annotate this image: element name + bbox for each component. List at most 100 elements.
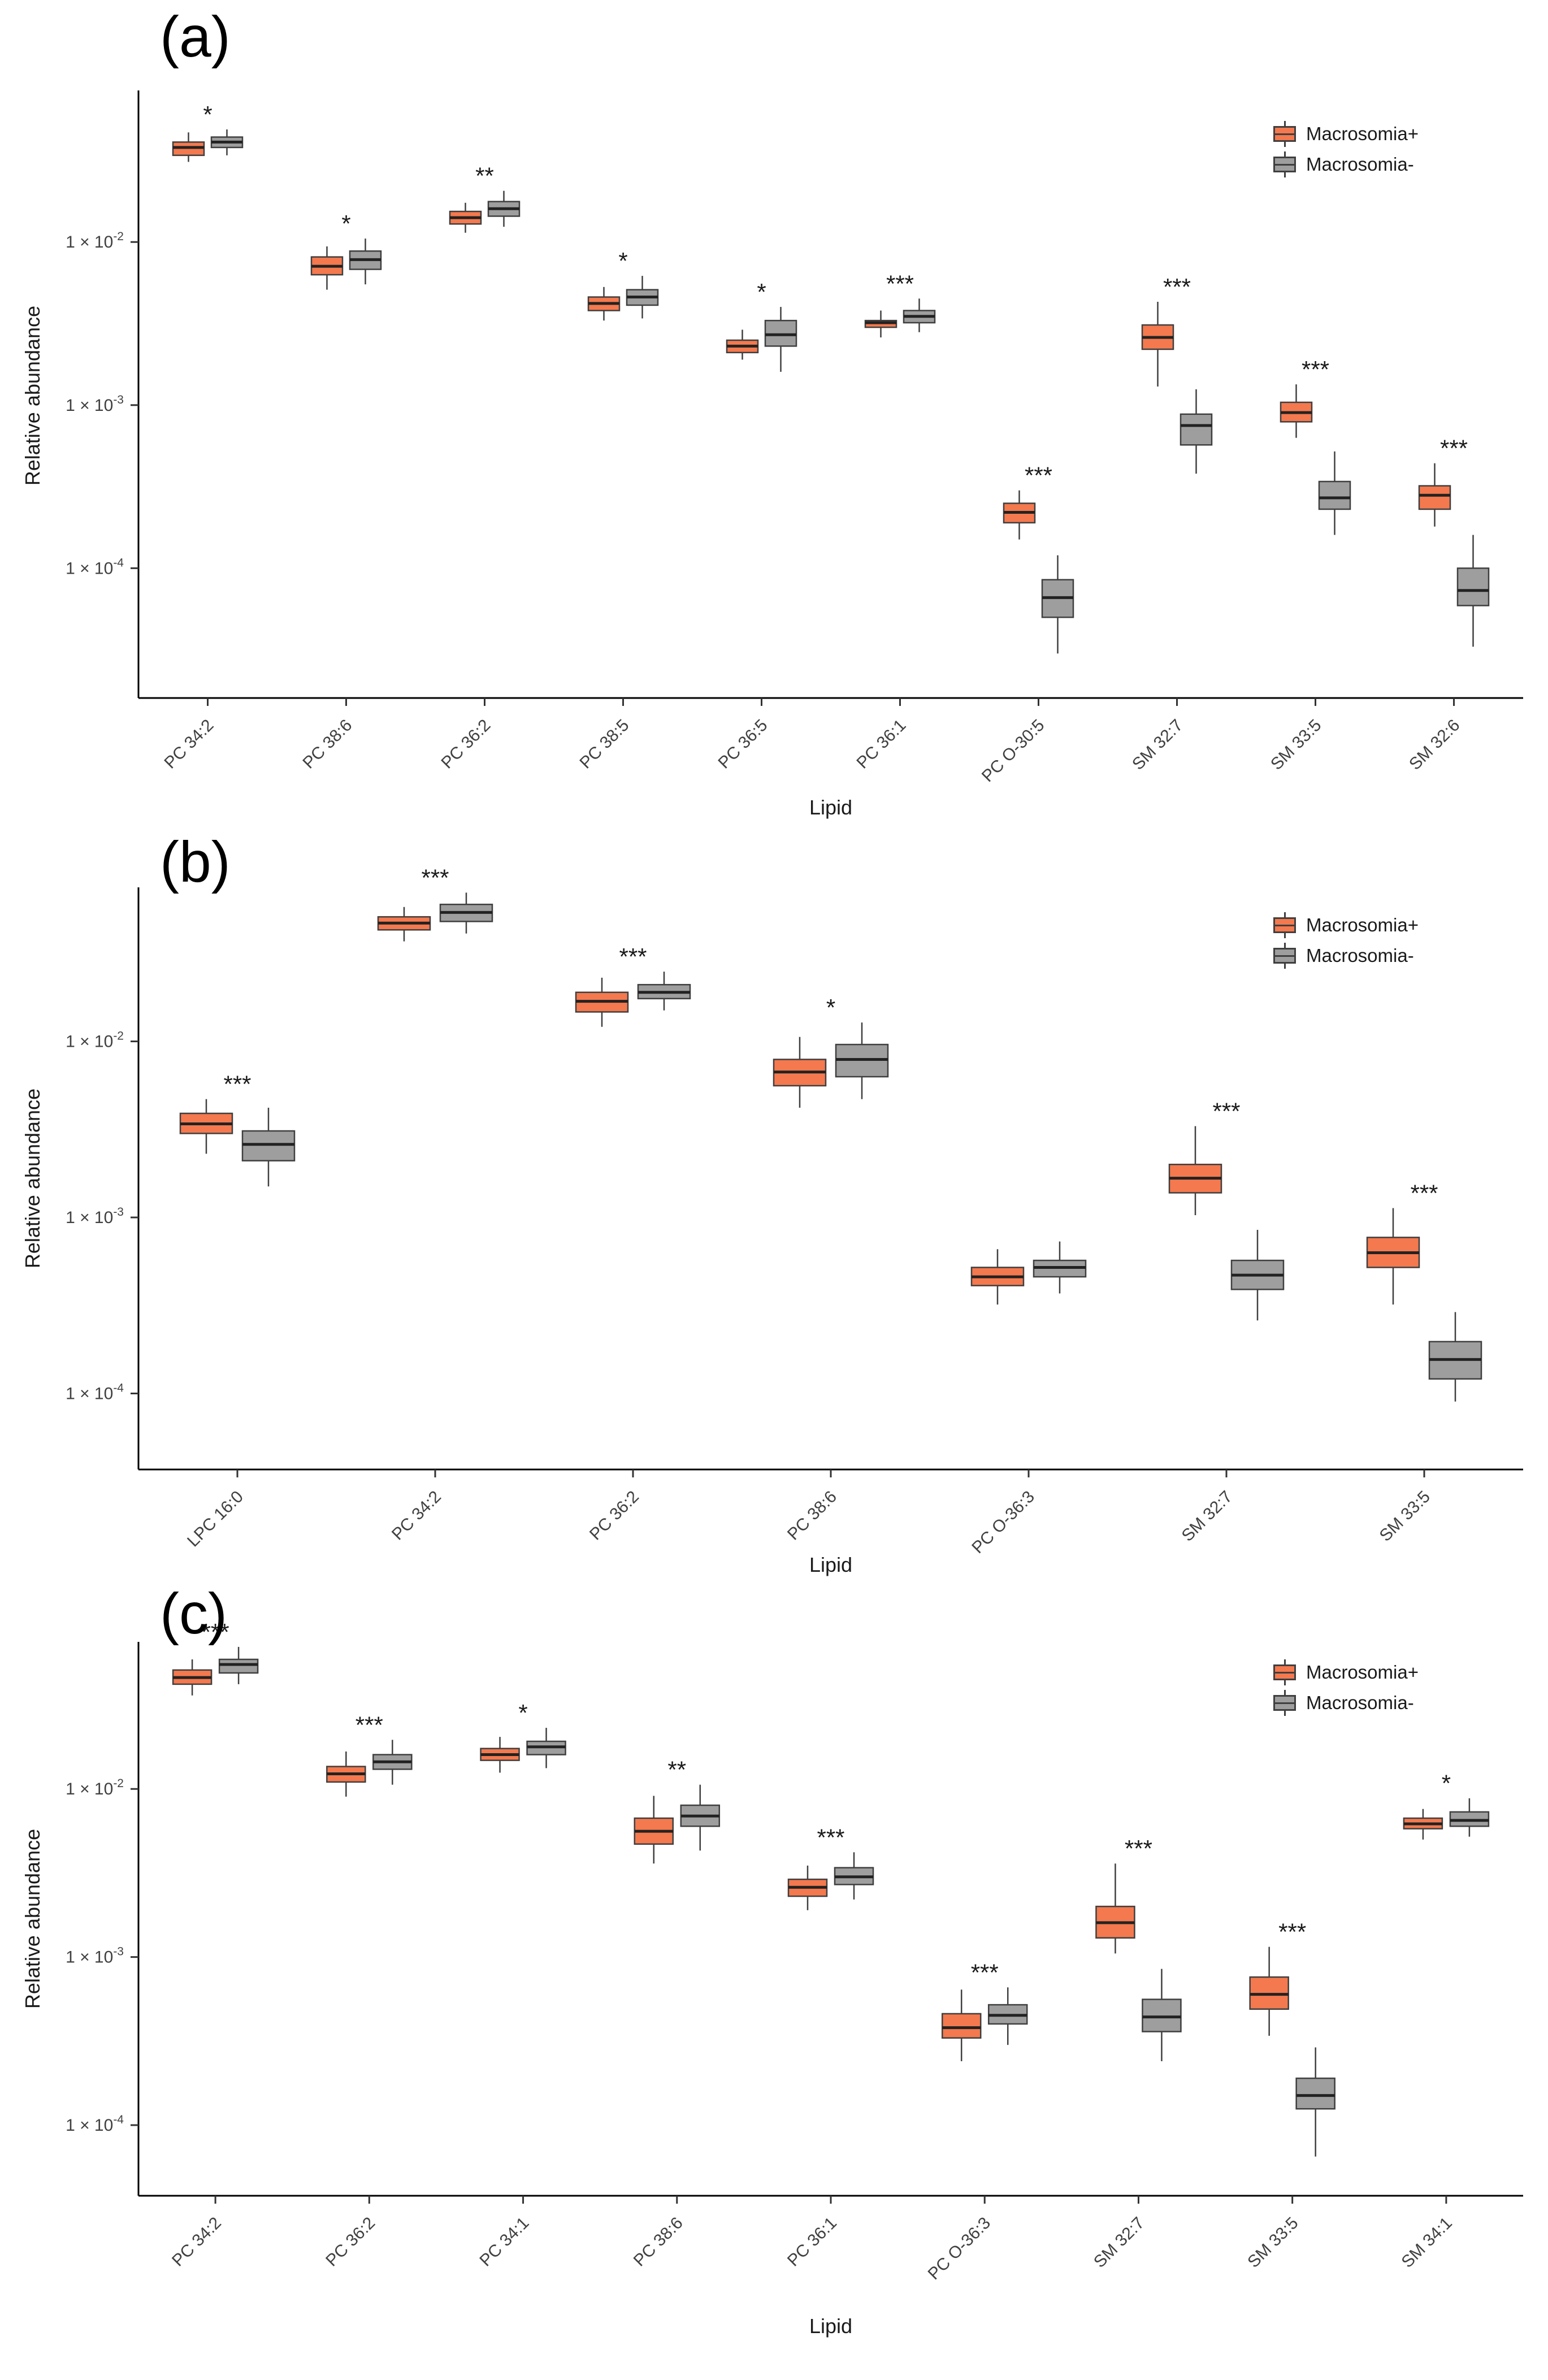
- boxplot-pc-o-36-3-macrosomia-plus: [941, 1989, 982, 2061]
- legend-item-macrosomia-minus: Macrosomia-: [1273, 1690, 1419, 1716]
- boxplot-sm-32-7-macrosomia-minus: [1230, 1230, 1285, 1321]
- boxplot-pc-38-6-macrosomia-minus: [835, 1022, 889, 1099]
- iqr-box: [1142, 1998, 1182, 2032]
- panel-c-legend: Macrosomia+ Macrosomia-: [1273, 1659, 1419, 1723]
- boxplot-sm-32-6-macrosomia-plus: [1418, 463, 1451, 527]
- y-tick-label-1e-2: 1 × 10-2: [66, 230, 124, 252]
- boxplot-sm-33-5-macrosomia-plus: [1366, 1208, 1420, 1305]
- boxplot-pc-34-2-macrosomia-plus: [172, 132, 205, 162]
- iqr-box: [1456, 567, 1490, 606]
- significance-pc-o-36-3: ***: [971, 1959, 999, 1985]
- significance-sm-32-7: ***: [1125, 1835, 1152, 1862]
- boxplot-pc-36-1-macrosomia-minus: [903, 298, 936, 332]
- boxplot-sm-32-7-macrosomia-plus: [1095, 1863, 1135, 1954]
- iqr-box: [941, 2013, 982, 2039]
- significance-pc-38-6: *: [826, 994, 835, 1021]
- x-tick-label-sm-33-5: SM 33:5: [1376, 1488, 1434, 1545]
- x-tick-label-pc-36-1: PC 36:1: [853, 716, 909, 773]
- legend-label-macrosomia-minus: Macrosomia-: [1306, 1692, 1414, 1713]
- boxplot-pc-38-6-macrosomia-plus: [773, 1037, 827, 1108]
- boxplot-pc-34-2-macrosomia-minus: [210, 129, 244, 155]
- significance-sm-32-6: ***: [1440, 435, 1468, 462]
- significance-pc-o-30-5: ***: [1025, 462, 1052, 489]
- panel-b-x-axis-title: Lipid: [809, 1553, 853, 1576]
- boxplot-pc-36-2-macrosomia-minus: [487, 190, 521, 227]
- boxplot-pc-34-2-macrosomia-minus: [218, 1646, 259, 1684]
- boxplot-pc-36-5-macrosomia-plus: [726, 330, 759, 360]
- significance-pc-36-2: **: [475, 163, 494, 189]
- y-tick-label-1e-2: 1 × 10-2: [66, 1777, 124, 1798]
- boxplot-pc-36-1-macrosomia-minus: [834, 1852, 874, 1900]
- x-tick-label-pc-o-30-5: PC O-30:5: [978, 716, 1048, 786]
- boxplot-sm-32-7-macrosomia-minus: [1142, 1969, 1182, 2061]
- x-tick-label-sm-34-1: SM 34:1: [1398, 2214, 1455, 2271]
- x-tick-label-sm-32-7: SM 32:7: [1090, 2214, 1148, 2271]
- boxplot-pc-36-2-macrosomia-minus: [637, 972, 691, 1011]
- boxplot-sm-32-7-macrosomia-plus: [1141, 301, 1174, 387]
- iqr-box: [1180, 413, 1213, 446]
- legend-label-macrosomia-minus: Macrosomia-: [1306, 945, 1414, 966]
- legend-label-macrosomia-minus: Macrosomia-: [1306, 154, 1414, 175]
- x-tick-label-pc-38-5: PC 38:5: [576, 716, 632, 773]
- macrosomia-plus-boxplot-key-icon: [1273, 912, 1296, 938]
- boxplot-pc-36-1-macrosomia-plus: [787, 1865, 828, 1910]
- boxplot-pc-36-1-macrosomia-plus: [864, 310, 897, 338]
- iqr-box: [218, 1658, 259, 1674]
- significance-pc-38-5: *: [618, 248, 627, 274]
- boxplot-pc-34-1-macrosomia-plus: [480, 1737, 520, 1773]
- panel-a-y-axis-title: Relative abundance: [21, 305, 44, 486]
- x-tick-label-pc-36-5: PC 36:5: [714, 716, 771, 773]
- iqr-box: [764, 319, 797, 347]
- boxplot-sm-34-1-macrosomia-minus: [1449, 1798, 1490, 1837]
- boxplot-sm-32-6-macrosomia-minus: [1456, 535, 1490, 647]
- significance-pc-36-5: *: [757, 279, 766, 305]
- y-tick-label-1e-3: 1 × 10-3: [66, 1945, 124, 1967]
- legend-item-macrosomia-plus: Macrosomia+: [1273, 912, 1419, 938]
- macrosomia-minus-boxplot-key-icon: [1273, 1690, 1296, 1716]
- boxplot-sm-33-5-macrosomia-minus: [1428, 1312, 1482, 1402]
- boxplot-pc-38-6-macrosomia-minus: [680, 1784, 721, 1851]
- panel-a-label: (a): [160, 5, 231, 69]
- y-tick-label-1e-2: 1 × 10-2: [66, 1030, 124, 1051]
- boxplot-pc-38-6-macrosomia-plus: [634, 1796, 674, 1864]
- significance-pc-34-2: *: [203, 101, 212, 128]
- x-tick-label-pc-34-2: PC 34:2: [388, 1488, 445, 1544]
- panel-b: 1 × 10-2 1 × 10-3 1 × 10-4 LPC 16:0 PC 34:2 P…: [0, 825, 1548, 1577]
- significance-sm-33-5: ***: [1302, 356, 1329, 383]
- boxplot-pc-38-6-macrosomia-minus: [349, 239, 382, 285]
- boxplot-pc-36-2-macrosomia-plus: [326, 1752, 366, 1797]
- significance-pc-34-2: ***: [421, 864, 449, 891]
- significance-sm-32-7: ***: [1163, 274, 1191, 300]
- x-tick-label-pc-o-36-3: PC O-36:3: [968, 1488, 1038, 1558]
- panel-a: 1 × 10-2 1 × 10-3 1 × 10-4 PC 34:2 PC 38:6 PC…: [0, 0, 1548, 825]
- x-tick-label-lpc-16-0: LPC 16:0: [184, 1488, 247, 1551]
- x-tick-label-pc-34-1: PC 34:1: [476, 2214, 533, 2270]
- y-tick-label-1e-3: 1 × 10-3: [66, 393, 124, 415]
- iqr-box: [241, 1130, 296, 1161]
- significance-sm-33-5: ***: [1278, 1919, 1306, 1945]
- panel-b-y-axis-title: Relative abundance: [21, 1088, 44, 1269]
- x-tick-label-sm-32-7: SM 32:7: [1178, 1488, 1236, 1545]
- panel-c-x-axis-title: Lipid: [809, 2314, 853, 2338]
- x-tick-label-pc-38-6: PC 38:6: [299, 716, 355, 773]
- boxplot-pc-36-2-macrosomia-plus: [449, 202, 482, 233]
- significance-sm-33-5: ***: [1410, 1180, 1438, 1207]
- panel-b-label: (b): [160, 830, 231, 894]
- x-tick-label-sm-33-5: SM 33:5: [1244, 2214, 1302, 2271]
- panel-b-legend: Macrosomia+ Macrosomia-: [1273, 912, 1419, 976]
- significance-pc-38-6: *: [341, 210, 350, 237]
- iqr-box: [1318, 480, 1351, 510]
- boxplot-sm-33-5-macrosomia-minus: [1318, 451, 1351, 535]
- x-tick-label-pc-34-2: PC 34:2: [161, 716, 217, 773]
- macrosomia-minus-boxplot-key-icon: [1273, 943, 1296, 969]
- legend-item-macrosomia-plus: Macrosomia+: [1273, 1659, 1419, 1685]
- legend-item-macrosomia-plus: Macrosomia+: [1273, 121, 1419, 147]
- y-tick-label-1e-4: 1 × 10-4: [66, 2113, 124, 2135]
- significance-pc-34-1: *: [518, 1700, 527, 1726]
- y-tick-label-1e-3: 1 × 10-3: [66, 1206, 124, 1227]
- significance-pc-36-2: ***: [355, 1711, 383, 1738]
- iqr-box: [1418, 485, 1451, 510]
- boxplot-pc-34-2-macrosomia-plus: [172, 1659, 213, 1696]
- boxplot-sm-32-7-macrosomia-minus: [1180, 389, 1213, 474]
- legend-label-macrosomia-plus: Macrosomia+: [1306, 123, 1419, 144]
